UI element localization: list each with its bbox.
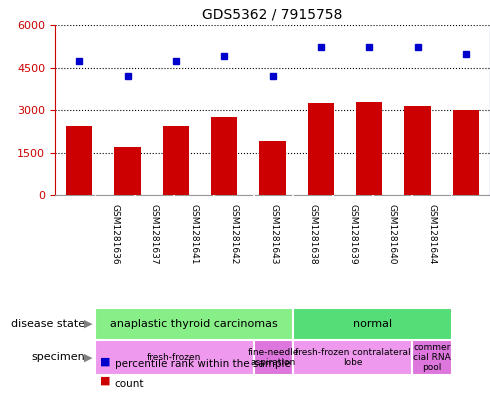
Text: GSM1281644: GSM1281644 — [428, 204, 437, 264]
Text: GSM1281643: GSM1281643 — [269, 204, 278, 264]
Bar — [294, 340, 412, 375]
Text: ■: ■ — [100, 356, 110, 366]
Bar — [453, 110, 479, 195]
Text: anaplastic thyroid carcinomas: anaplastic thyroid carcinomas — [110, 319, 278, 329]
Text: commer
cial RNA
pool: commer cial RNA pool — [413, 343, 451, 373]
Text: GSM1281640: GSM1281640 — [388, 204, 397, 264]
Bar — [294, 308, 452, 340]
Bar — [114, 147, 141, 195]
Bar — [95, 340, 254, 375]
Bar — [95, 308, 294, 340]
Text: GSM1281641: GSM1281641 — [190, 204, 198, 264]
Text: percentile rank within the sample: percentile rank within the sample — [115, 360, 291, 369]
Text: count: count — [115, 379, 144, 389]
Text: fresh-frozen contralateral
lobe: fresh-frozen contralateral lobe — [295, 348, 411, 367]
Text: disease state: disease state — [11, 319, 85, 329]
Text: GSM1281642: GSM1281642 — [229, 204, 238, 264]
Bar — [308, 103, 334, 195]
Bar — [412, 340, 452, 375]
Text: GSM1281637: GSM1281637 — [150, 204, 159, 264]
Bar — [259, 141, 286, 195]
Bar — [163, 126, 189, 195]
Bar — [66, 126, 93, 195]
Bar — [356, 101, 383, 195]
Text: specimen: specimen — [31, 353, 85, 362]
Text: GSM1281638: GSM1281638 — [309, 204, 318, 264]
Bar — [404, 106, 431, 195]
Text: ■: ■ — [100, 376, 110, 386]
Text: GSM1281639: GSM1281639 — [348, 204, 357, 264]
Text: normal: normal — [353, 319, 392, 329]
Bar — [211, 117, 238, 195]
Title: GDS5362 / 7915758: GDS5362 / 7915758 — [202, 7, 343, 21]
Text: GSM1281636: GSM1281636 — [110, 204, 120, 264]
Text: ▶: ▶ — [84, 319, 93, 329]
Bar — [254, 340, 294, 375]
Text: fine-needle
aspiration: fine-needle aspiration — [248, 348, 299, 367]
Text: ▶: ▶ — [84, 353, 93, 362]
Text: fresh-frozen: fresh-frozen — [147, 353, 201, 362]
